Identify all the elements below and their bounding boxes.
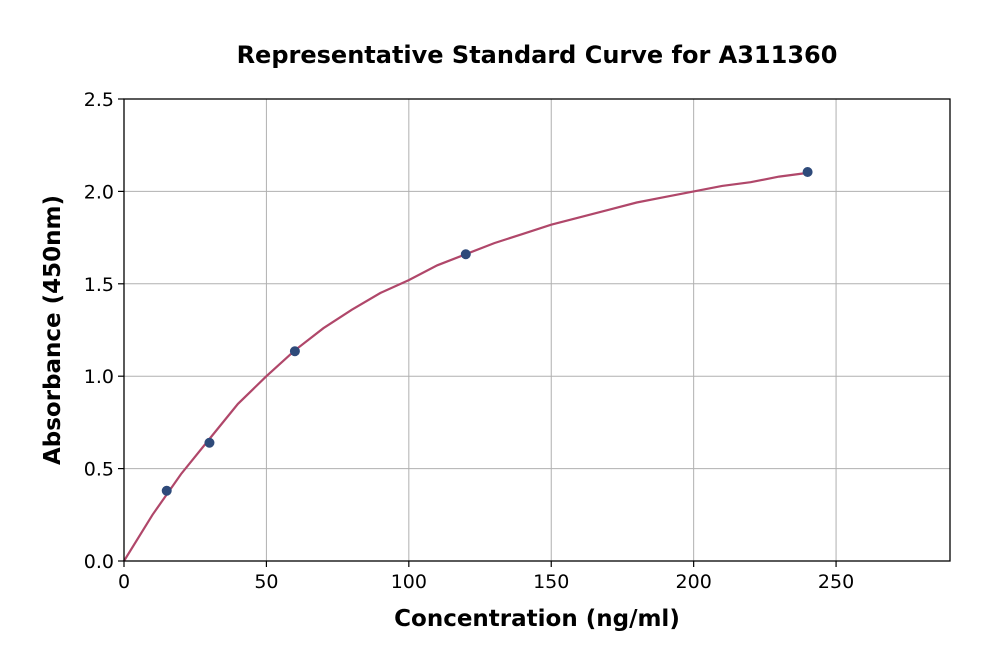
fit-curve-layer: [123, 171, 808, 562]
y-axis-label: Absorbance (450nm): [40, 195, 66, 465]
x-tick-label: 200: [676, 571, 712, 593]
fit-curve-line: [123, 171, 808, 562]
y-tick-label: 2.5: [84, 89, 114, 111]
data-point: [289, 346, 300, 357]
data-points-layer: [161, 166, 813, 496]
y-tick-label: 2.0: [84, 181, 114, 203]
x-tick-label: 100: [391, 571, 427, 593]
x-tick-label: 0: [118, 571, 130, 593]
plot-frame: [123, 98, 951, 562]
grid: [123, 98, 950, 562]
axis-ticks: 0 50 100 150 200 250 0.0 0.5 1.0 1.5 2.0 2.5: [84, 89, 854, 593]
x-tick-label: 250: [818, 571, 854, 593]
chart-title: Representative Standard Curve for A31136…: [237, 41, 838, 69]
data-point: [161, 485, 172, 496]
x-tick-label: 150: [533, 571, 569, 593]
y-tick-label: 0.0: [84, 551, 114, 573]
y-tick-label: 1.0: [84, 366, 114, 388]
x-axis-label: Concentration (ng/ml): [394, 606, 680, 632]
data-point: [204, 437, 215, 448]
data-point: [802, 166, 813, 177]
x-tick-label: 50: [254, 571, 278, 593]
data-point: [460, 249, 471, 260]
y-tick-label: 1.5: [84, 274, 114, 296]
y-tick-label: 0.5: [84, 459, 114, 481]
